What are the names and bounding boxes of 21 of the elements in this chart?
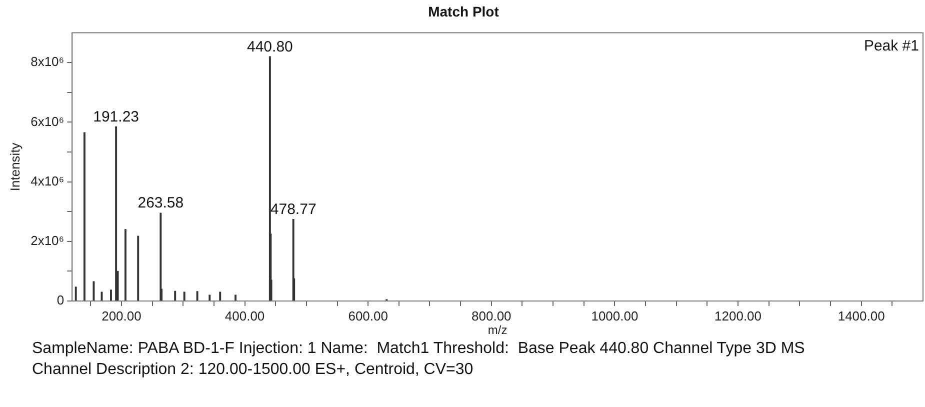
x-tick-label: 400.00: [224, 308, 265, 324]
y-tick-label: 0: [56, 292, 64, 308]
x-axis-title: m/z: [488, 323, 508, 338]
text: Channel Description 2: 120.00-1500.00 ES+, Centroid, CV=30: [32, 360, 474, 380]
x-tick-label: 1200.00: [714, 308, 762, 324]
annotation: Peak #1: [864, 37, 919, 54]
text: SampleName: PABA BD-1-F Injection: 1 Name: Match1 Threshold: Base Peak 440.80 Channel Type 3D MS: [32, 339, 806, 359]
x-tick-label: 1400.00: [838, 308, 885, 324]
annotation: 440.80: [246, 38, 293, 56]
y-tick-label: 6x10⁶: [30, 114, 64, 129]
y-tick-label: 2x10⁶: [30, 232, 64, 248]
annotation: 263.58: [138, 194, 184, 212]
y-axis-title: Intensity: [7, 142, 22, 192]
x-tick-label: 200.00: [102, 308, 142, 324]
y-tick-label: 8x10⁶: [30, 54, 64, 70]
x-tick-label: 800.00: [472, 308, 512, 324]
x-tick-label: 1000.00: [591, 308, 638, 324]
annotation: 191.23: [93, 108, 140, 126]
y-tick-label: 4x10⁶: [30, 173, 64, 188]
x-tick-label: 600.00: [348, 308, 388, 324]
chart-title: Match Plot: [428, 3, 500, 20]
